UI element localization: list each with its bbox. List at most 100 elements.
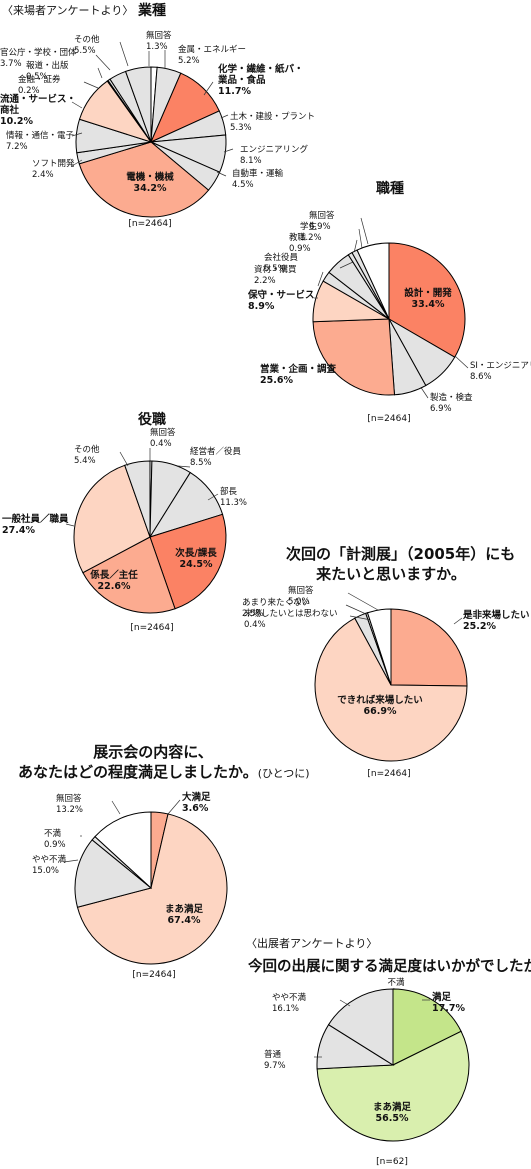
pie-1-label-10-line-1: 流通・サービス・ [0,93,76,105]
chart-4-title: 次回の「計測展」（2005年）にも 来たいと思いますか。 [286,544,515,584]
pie-1-label-4-text: 土木・建設・プラント [230,111,315,122]
pie-3-leader-3 [207,493,219,501]
pie-6-label-3: まあ満足 56.5% [373,1101,412,1124]
pie-5-leader-5 [111,800,121,815]
pie-5-label-2: まあ満足 67.4% [165,903,204,926]
pie-1-label-10-line-2: 商社 [0,104,20,116]
pie-1-label-4-value: 5.3% [230,123,252,133]
pie-3-label-2-value: 8.5% [190,458,212,468]
pie-2-leader-7 [339,261,354,269]
pie-6-leader-5 [339,999,351,1007]
pie-1-leader-13 [95,54,111,71]
pie-1-leader-5 [223,148,234,153]
pie-6-label-1-text: 不満 [387,978,405,988]
pie-4-leader-5 [347,592,379,611]
pie-4-label-4-text: 来場したいとは思わない [244,608,338,619]
pie-2-label-4: 営業・企画・調査 25.6% [260,363,337,386]
pie-1-label-3-value: 11.7% [218,86,251,97]
pie-5-label-5-value: 13.2% [56,805,83,815]
chart-4-title-line2: 来たいと思いますか。 [316,565,466,583]
pie-1-label-2-text: 金属・エネルギー [178,44,246,55]
pie-2-label-3-line-1: 製造・検査 [430,392,473,403]
pie-1-label-4: 土木・建設・プラント 5.3% [230,111,315,133]
pie-1-leader-11 [83,81,99,89]
chart-3-title: 役職 [138,412,166,428]
chart-1-title: 業種 [138,3,166,19]
pie-1-label-5-text: エンジニアリング [240,144,309,155]
pie-3-n-label: [n=2464] [130,623,173,633]
pie-chart-1: 無回答 1.3% 金属・エネルギー 5.2%化学・繊維・紙パ・業品・食品 11.7%土木… [0,30,315,229]
pie-3-label-1: 無回答 0.4% [150,427,176,449]
pie-2-label-6-line-1: 資材・購買 [254,264,297,275]
pie-4-label-2-line-1: できれば来場したい [337,694,423,706]
pie-4-slice-1 [390,608,468,687]
pie-3-label-6-line-1: 一般社員／職員 [2,513,69,525]
pie-3-label-2-text: 経営者／役員 [190,446,242,457]
pie-2-label-8: 教職 0.9% [289,232,311,254]
pie-2-label-10-value: 6.9% [309,222,331,232]
pie-5-label-4-text: 不満 [44,829,62,839]
pie-3-label-5-value: 22.6% [98,581,131,592]
pie-1-label-6: 自動車・運輸 4.5% [232,168,284,190]
pie-4-label-5-text: 無回答 [288,585,314,596]
pie-2-slice-1 [388,242,466,358]
pie-1-label-13: 官公庁・学校・団体 3.7% [0,47,77,69]
pie-5-slice-2 [76,813,228,965]
pie-4-leader-3 [345,604,367,615]
pie-6-label-5-text: やや不満 [272,993,307,1003]
pie-chart-4: 是非来場したい 25.2% できれば来場したい 66.9% あまり来たくない 2.5%来場… [242,585,530,779]
exhibitor-survey-header: 〈出展者アンケートより〉 [246,937,378,950]
pie-5-label-3-text: やや不満 [32,855,67,865]
chart-5-title: 展示会の内容に、 あなたはどの程度満足しましたか。(ひとつに) [18,742,310,784]
pie-3-label-7-text: その他 [74,444,100,455]
pie-2-label-3: 製造・検査 6.9% [430,392,473,414]
pie-chart-5: 大満足 3.6% まあ満足 67.4% やや不満 15.0% 不満 0.9% 無回答 13.2% [… [32,791,228,980]
pie-1-label-6-text: 自動車・運輸 [232,168,284,179]
pie-4-label-1-value: 25.2% [463,621,496,632]
pie-3-leader-7 [119,451,129,467]
pie-4-label-5-value: 5.0% [288,597,310,607]
pie-chart-6: 不満0%満足17.7%まあ満足56.5%普通9.7%やや不満16.1%[n=62… [264,978,470,1167]
pie-4-slice-5 [366,608,392,686]
pie-1-label-9: 情報・通信・電子 7.2% [6,130,75,152]
chart-4-title-line1: 次回の「計測展」（2005年）にも [286,545,516,563]
pie-chart-2: 設計・開発33.4%SI・エンジニアリング8.6%製造・検査6.9%営業・企画・… [247,210,531,424]
pie-1-label-11-value: 0.2% [18,86,40,96]
chart-5-title-line2: あなたはどの程度満足しましたか。 [18,763,258,781]
pie-2-leader-9 [358,228,363,249]
pie-1-label-9-value: 7.2% [6,142,28,152]
pie-5-label-1-value: 3.6% [182,803,209,814]
pie-2-label-10-line-1: 無回答 [309,210,335,221]
pie-2-label-4-value: 25.6% [260,375,293,386]
pie-3-slice-4 [149,513,227,610]
pie-5-label-5-text: 無回答 [56,793,82,804]
pie-6-label-2-value: 17.7% [432,1003,465,1014]
pie-2-label-5-line-1: 保守・サービス [247,289,315,301]
pie-2-n-label: [n=2464] [367,414,410,424]
pie-4-label-1-line-1: 是非来場したい [462,609,530,621]
pie-1-label-10-value: 10.2% [0,116,33,127]
pie-1-label-10: 流通・サービス・商社 10.2% [0,93,76,127]
pie-4-label-3: あまり来たくない 2.5% [242,598,310,619]
pie-2-label-7-value: 5.5% [264,264,286,274]
pie-1-label-14-text: その他 [74,34,100,45]
pie-2-label-7: 会社役員 5.5% [264,252,299,274]
pie-1-slice-7 [78,141,210,218]
pie-5-n-label: [n=2464] [132,970,175,980]
pie-2-label-8-line-1: 教職 [289,232,307,243]
pie-2-label-7-line-1: 会社役員 [264,252,299,263]
pie-1-label-11-text: 金融・証券 [18,74,61,85]
pie-2-label-5-value: 8.9% [248,301,275,312]
pie-1-leader-9 [71,132,83,137]
pie-3-label-6: 一般社員／職員 27.4% [2,513,69,536]
pie-1-label-12-value: 0.5% [26,72,48,82]
pie-2-label-1-value: 33.4% [412,299,445,310]
pie-2-slice-4 [312,318,396,396]
pie-2-label-5: 保守・サービス 8.9% [247,289,315,312]
pie-4-label-4: 来場したいとは思わない 0.4% [244,608,338,630]
chart-6-title: 今回の出展に関する満足度はいかがでしたか。 [248,959,531,975]
pie-1-label-2-value: 5.2% [178,56,200,66]
pie-4-slice-2 [314,617,468,762]
pie-1-label-14-value: 5.5% [74,46,96,56]
